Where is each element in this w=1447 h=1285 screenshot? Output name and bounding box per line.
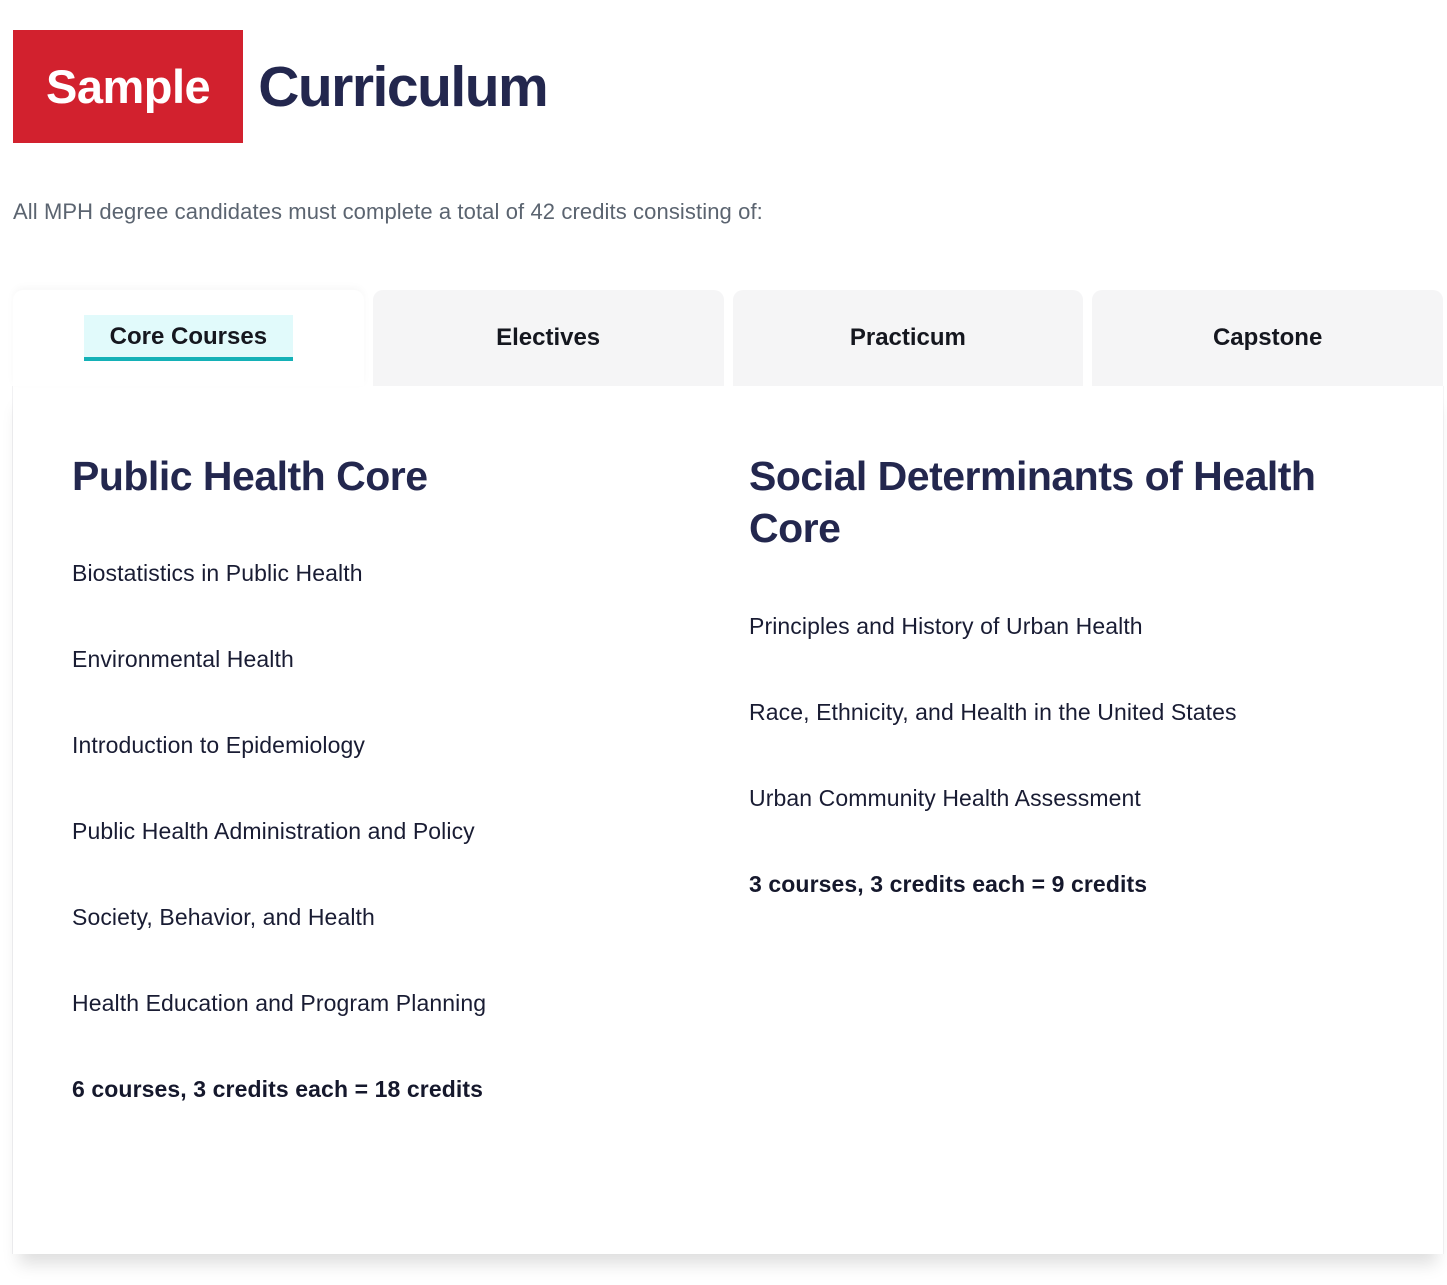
tab-practicum-label: Practicum xyxy=(849,324,966,351)
column-heading: Public Health Core xyxy=(72,453,428,499)
course-list: Principles and History of Urban Health R… xyxy=(749,613,1384,812)
column-social-determinants-core: Social Determinants of Health Core Princ… xyxy=(749,450,1384,1164)
intro-text: All MPH degree candidates must complete … xyxy=(13,199,763,224)
credits-summary: 3 courses, 3 credits each = 9 credits xyxy=(749,870,1148,897)
course-item: Public Health Administration and Policy xyxy=(72,818,475,845)
tab-electives-label: Electives xyxy=(496,324,601,351)
tab-electives[interactable]: Electives xyxy=(372,290,724,386)
tab-core-courses-label: Core Courses xyxy=(83,315,294,361)
page-title: Curriculum xyxy=(258,54,549,119)
column-public-health-core: Public Health Core Biostatistics in Publ… xyxy=(72,450,707,1164)
course-item: Urban Community Health Assessment xyxy=(749,784,1141,811)
course-item: Principles and History of Urban Health xyxy=(749,612,1143,639)
sample-badge: Sample xyxy=(13,30,244,143)
course-item: Society, Behavior, and Health xyxy=(72,904,375,931)
tab-panel-core-courses: Public Health Core Biostatistics in Publ… xyxy=(13,386,1443,1254)
tab-capstone[interactable]: Capstone xyxy=(1092,290,1443,386)
course-item: Introduction to Epidemiology xyxy=(72,732,366,759)
course-list: Biostatistics in Public Health Environme… xyxy=(72,560,707,1017)
tab-capstone-label: Capstone xyxy=(1212,324,1323,351)
tab-bar: Core Courses Electives Practicum Capston… xyxy=(13,290,1443,386)
course-item: Health Education and Program Planning xyxy=(72,990,487,1017)
course-item: Race, Ethnicity, and Health in the Unite… xyxy=(749,698,1237,725)
column-heading: Social Determinants of Health Core xyxy=(749,453,1316,552)
curriculum-page: Sample Curriculum All MPH degree candida… xyxy=(13,30,1443,1254)
tab-core-courses[interactable]: Core Courses xyxy=(13,290,364,386)
credits-summary: 6 courses, 3 credits each = 18 credits xyxy=(72,1076,484,1103)
course-item: Environmental Health xyxy=(72,646,294,673)
page-header: Sample Curriculum xyxy=(13,30,1443,143)
course-item: Biostatistics in Public Health xyxy=(72,560,363,587)
curriculum-panel: Core Courses Electives Practicum Capston… xyxy=(13,290,1443,1254)
tab-practicum[interactable]: Practicum xyxy=(732,290,1084,386)
